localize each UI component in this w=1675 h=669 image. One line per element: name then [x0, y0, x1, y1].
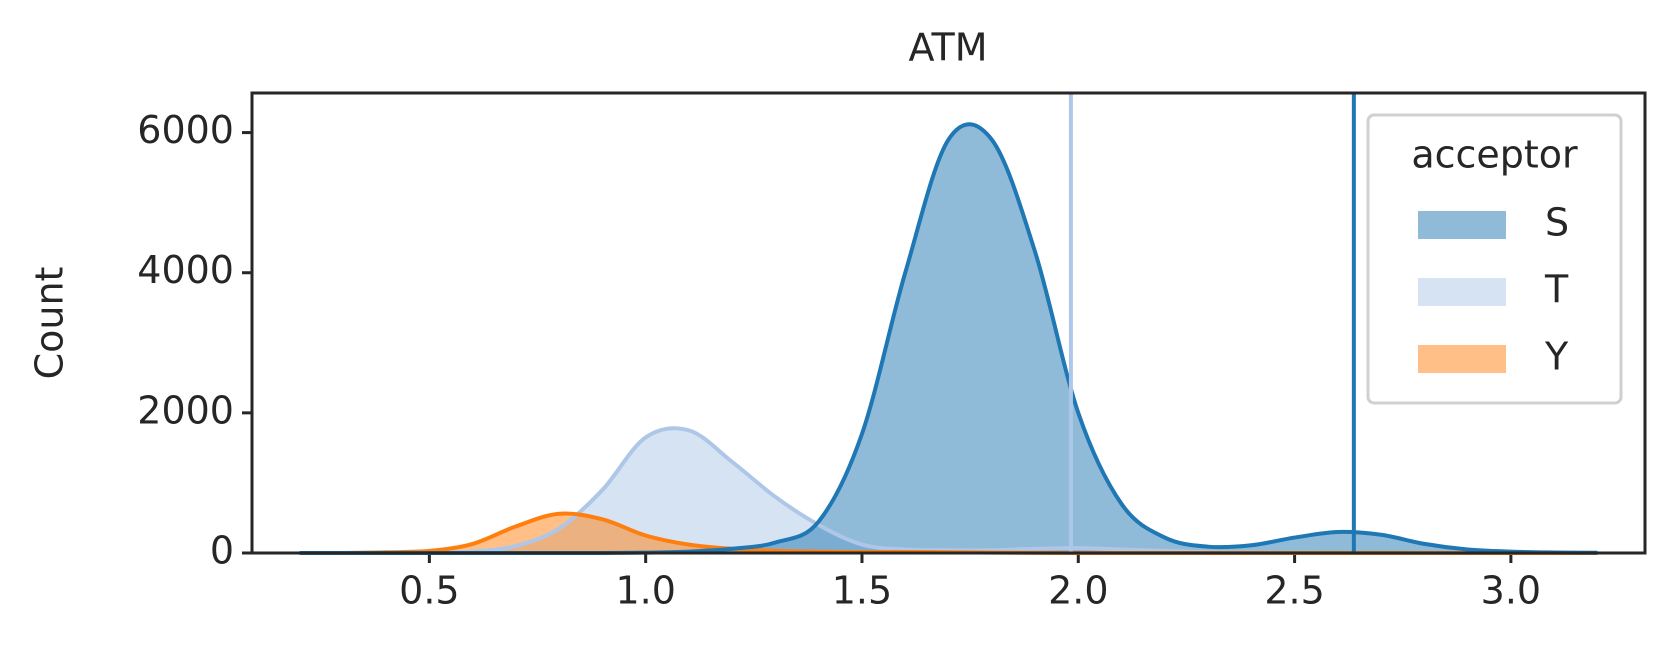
y-tick-label: 2000: [137, 388, 234, 432]
legend-label: T: [1544, 268, 1569, 312]
x-tick-label: 2.5: [1264, 569, 1324, 613]
area: [299, 124, 1598, 553]
y-axis-label: Count: [28, 267, 72, 380]
legend-label: Y: [1544, 335, 1569, 379]
y-tick-label: 6000: [137, 108, 234, 152]
area: [299, 428, 1598, 553]
area: [299, 513, 1598, 553]
chart-title: ATM: [908, 26, 987, 70]
x-tick-label: 1.5: [832, 569, 892, 613]
x-tick-label: 2.0: [1048, 569, 1108, 613]
legend-swatch: [1418, 278, 1506, 306]
x-tick-label: 1.0: [615, 569, 675, 613]
y-tick-label: 0: [210, 529, 234, 573]
legend-box: [1366, 113, 1623, 405]
x-tick-label: 3.0: [1481, 569, 1541, 613]
x-tick-label: 0.5: [399, 569, 459, 613]
legend-swatch: [1418, 211, 1506, 239]
legend-title: acceptor: [1411, 133, 1578, 177]
legend-swatch: [1418, 345, 1506, 373]
plot-frame: [250, 91, 1647, 555]
legend-label: S: [1545, 201, 1569, 245]
y-tick-label: 4000: [137, 248, 234, 292]
